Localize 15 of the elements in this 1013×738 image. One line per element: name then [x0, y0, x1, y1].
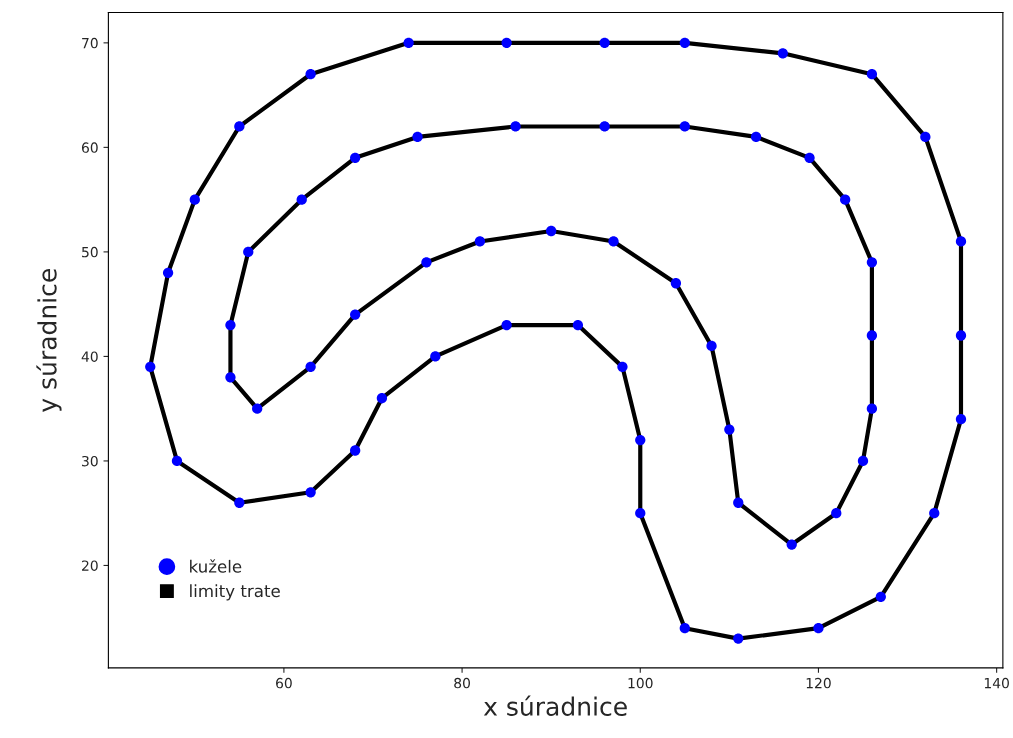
x-tick-label: 60: [276, 677, 292, 689]
x-tick-label: 120: [806, 677, 831, 689]
x-axis-title: x súradnice: [483, 695, 627, 716]
y-tick-label: 40: [81, 351, 98, 362]
y-tick-label: 70: [82, 37, 98, 49]
y-tick-label: 50: [82, 246, 98, 258]
x-tick-label: 100: [628, 677, 653, 689]
legend-label: limity trate: [190, 584, 280, 601]
legend-label: kužele: [190, 559, 242, 573]
y-tick-label: 60: [81, 142, 98, 153]
y-tick-label: 30: [82, 455, 98, 467]
y-tick-label: 20: [82, 560, 98, 571]
y-axis-title: y súradnice: [36, 269, 62, 412]
x-tick-label: 80: [454, 677, 470, 689]
x-tick-label: 140: [984, 677, 1009, 689]
